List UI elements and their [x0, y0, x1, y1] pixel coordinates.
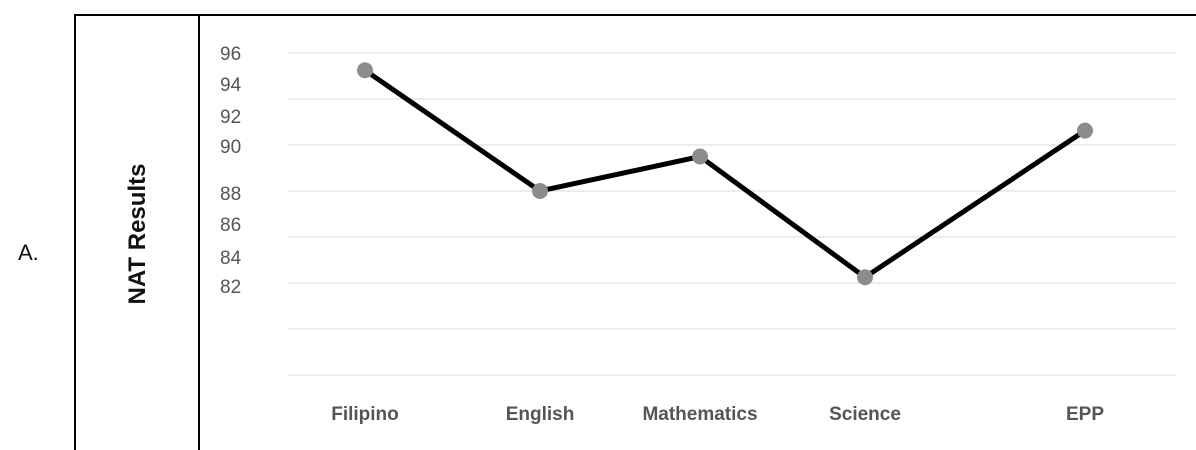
- data-point: [857, 269, 873, 286]
- x-category-label: English: [506, 404, 575, 425]
- y-tick-label: 84: [220, 248, 242, 269]
- y-tick-label: 86: [220, 215, 241, 236]
- y-tick-label: 96: [220, 44, 241, 65]
- chart-frame: NAT Results: [74, 14, 1196, 450]
- option-letter: A.: [18, 240, 39, 265]
- y-tick-label: 90: [220, 137, 241, 158]
- x-category-label: EPP: [1066, 404, 1104, 425]
- x-category-label: Mathematics: [642, 404, 757, 425]
- x-category-label: Science: [829, 404, 901, 425]
- data-point: [357, 62, 373, 79]
- y-tick-label: 92: [220, 107, 241, 128]
- x-category-label: Filipino: [331, 404, 399, 425]
- y-axis-label-cell: NAT Results: [76, 16, 200, 450]
- data-point: [1077, 122, 1093, 139]
- y-tick-label: 82: [220, 277, 241, 298]
- data-point: [692, 148, 708, 165]
- data-point: [532, 183, 548, 199]
- y-tick-label: 94: [220, 75, 242, 96]
- y-tick-label: 88: [220, 184, 241, 205]
- series-line: [363, 68, 1087, 281]
